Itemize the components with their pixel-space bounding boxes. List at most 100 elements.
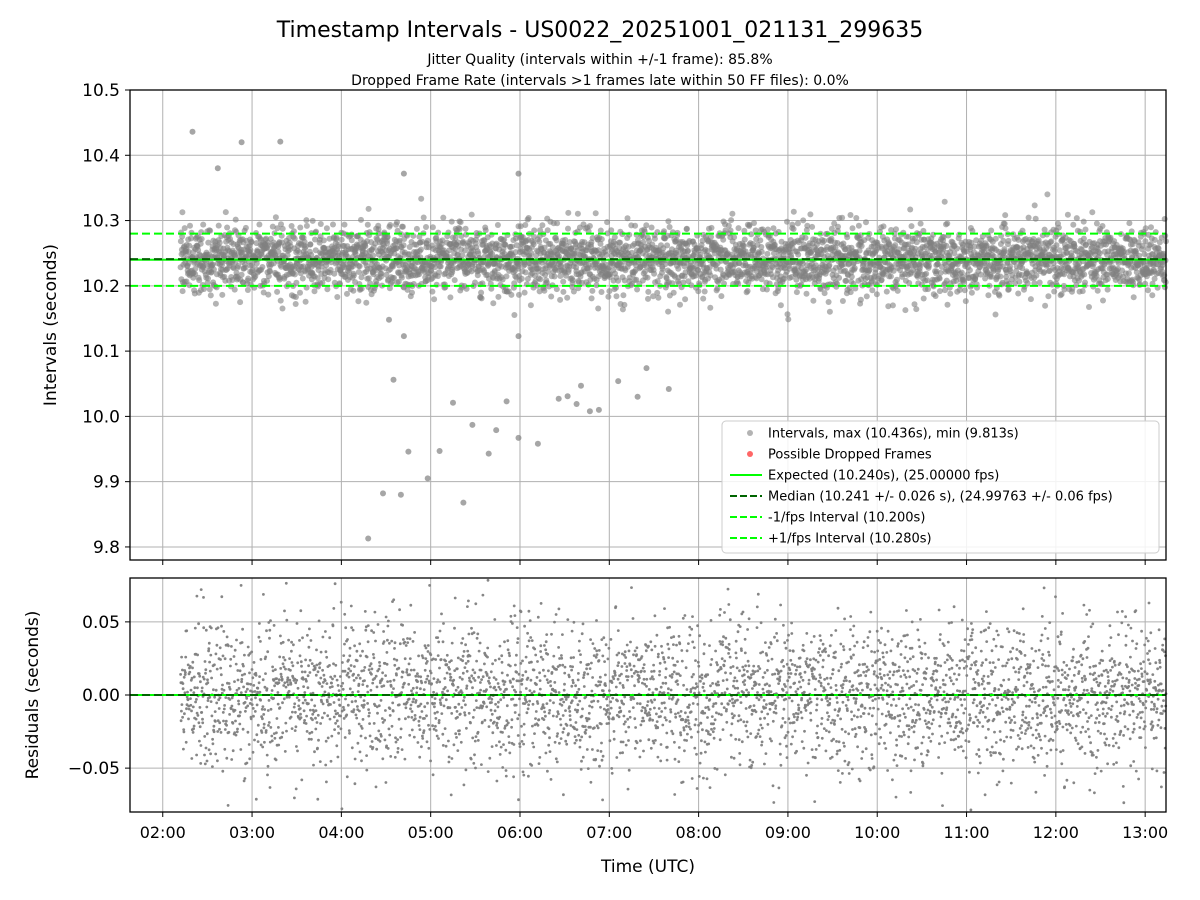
interval-point: [718, 293, 725, 300]
residual-point: [236, 727, 239, 731]
residual-point: [267, 699, 271, 702]
residual-point: [369, 662, 373, 666]
interval-point: [472, 279, 478, 286]
interval-outlier-point: [515, 170, 522, 177]
residual-point: [348, 731, 351, 735]
residual-point: [355, 716, 359, 720]
residual-point: [407, 682, 411, 686]
residual-point: [249, 717, 253, 721]
interval-outlier-point: [390, 376, 397, 383]
residual-point: [202, 626, 206, 630]
interval-point: [534, 282, 541, 289]
residual-point: [359, 654, 362, 658]
residual-point: [277, 681, 281, 685]
residual-point: [192, 675, 196, 679]
residual-point: [258, 675, 261, 678]
residual-point: [221, 711, 225, 714]
residual-point: [339, 727, 343, 731]
interval-outlier-point: [400, 170, 407, 177]
interval-point: [274, 288, 281, 295]
residual-point: [337, 731, 340, 735]
residual-point: [400, 675, 404, 679]
residual-point: [366, 690, 370, 694]
residual-point: [422, 688, 426, 691]
residual-point: [252, 714, 255, 718]
residual-point: [198, 739, 201, 743]
interval-point: [1042, 302, 1049, 309]
residual-point: [330, 681, 333, 685]
residual-point: [411, 640, 415, 643]
interval-point: [1142, 225, 1149, 232]
residual-point: [237, 687, 241, 690]
residual-point: [362, 705, 365, 709]
interval-point: [777, 302, 784, 309]
residual-point: [292, 705, 296, 709]
interval-point: [196, 277, 203, 284]
interval-point: [741, 236, 748, 243]
interval-outlier-point: [469, 421, 476, 428]
residual-point: [230, 758, 234, 761]
interval-point: [968, 289, 975, 296]
interval-point: [370, 252, 377, 259]
residual-point: [421, 656, 425, 660]
residual-point: [413, 714, 417, 717]
residual-point: [192, 724, 196, 728]
residual-point: [186, 698, 190, 702]
interval-point: [274, 225, 281, 232]
residual-point: [425, 660, 429, 663]
residual-point: [396, 738, 399, 741]
residual-point: [234, 733, 238, 737]
residual-point: [413, 717, 417, 721]
residual-point: [316, 797, 320, 801]
legend-entry-label: Expected (10.240s), (25.00000 fps): [768, 469, 999, 484]
interval-point: [177, 238, 184, 245]
residual-point: [291, 664, 295, 668]
residual-point: [289, 668, 292, 672]
residual-point: [227, 730, 231, 734]
interval-outlier-point: [386, 316, 392, 323]
interval-point: [565, 225, 571, 232]
interval-point: [1082, 226, 1089, 233]
residual-point: [349, 669, 352, 673]
residual-point: [358, 642, 362, 646]
residual-point: [324, 763, 328, 767]
legend-entry-label: +1/fps Interval (10.280s): [768, 532, 932, 547]
residual-point: [245, 697, 249, 700]
residual-point: [423, 717, 426, 720]
residual-point: [408, 673, 411, 677]
residual-point: [358, 676, 362, 680]
interval-point: [617, 239, 624, 246]
residual-point: [352, 672, 355, 676]
interval-point: [288, 223, 295, 229]
interval-point: [758, 248, 765, 255]
interval-point: [794, 220, 801, 227]
residual-point: [290, 640, 293, 644]
residual-point: [296, 686, 300, 690]
residual-point: [365, 684, 369, 688]
interval-point: [448, 218, 455, 225]
residual-point: [298, 707, 302, 710]
interval-point: [192, 265, 199, 272]
residual-point: [201, 721, 205, 725]
residual-point: [308, 658, 312, 662]
residual-point: [308, 627, 311, 631]
intervals-y-tick-label: 10.3: [82, 212, 120, 232]
interval-point: [878, 277, 885, 283]
residual-point: [313, 666, 317, 670]
residual-point: [191, 660, 195, 664]
interval-outlier-point: [238, 139, 245, 146]
residual-point: [222, 688, 226, 692]
interval-point: [695, 288, 702, 295]
interval-point: [539, 222, 546, 229]
interval-point: [809, 223, 816, 230]
interval-point: [847, 212, 854, 218]
interval-point: [436, 269, 442, 276]
residual-point: [411, 686, 415, 690]
interval-point: [558, 262, 565, 269]
residual-point: [385, 651, 389, 654]
residual-point: [222, 707, 226, 711]
residual-point: [383, 738, 387, 742]
interval-point: [908, 223, 915, 230]
residual-point: [351, 628, 355, 632]
